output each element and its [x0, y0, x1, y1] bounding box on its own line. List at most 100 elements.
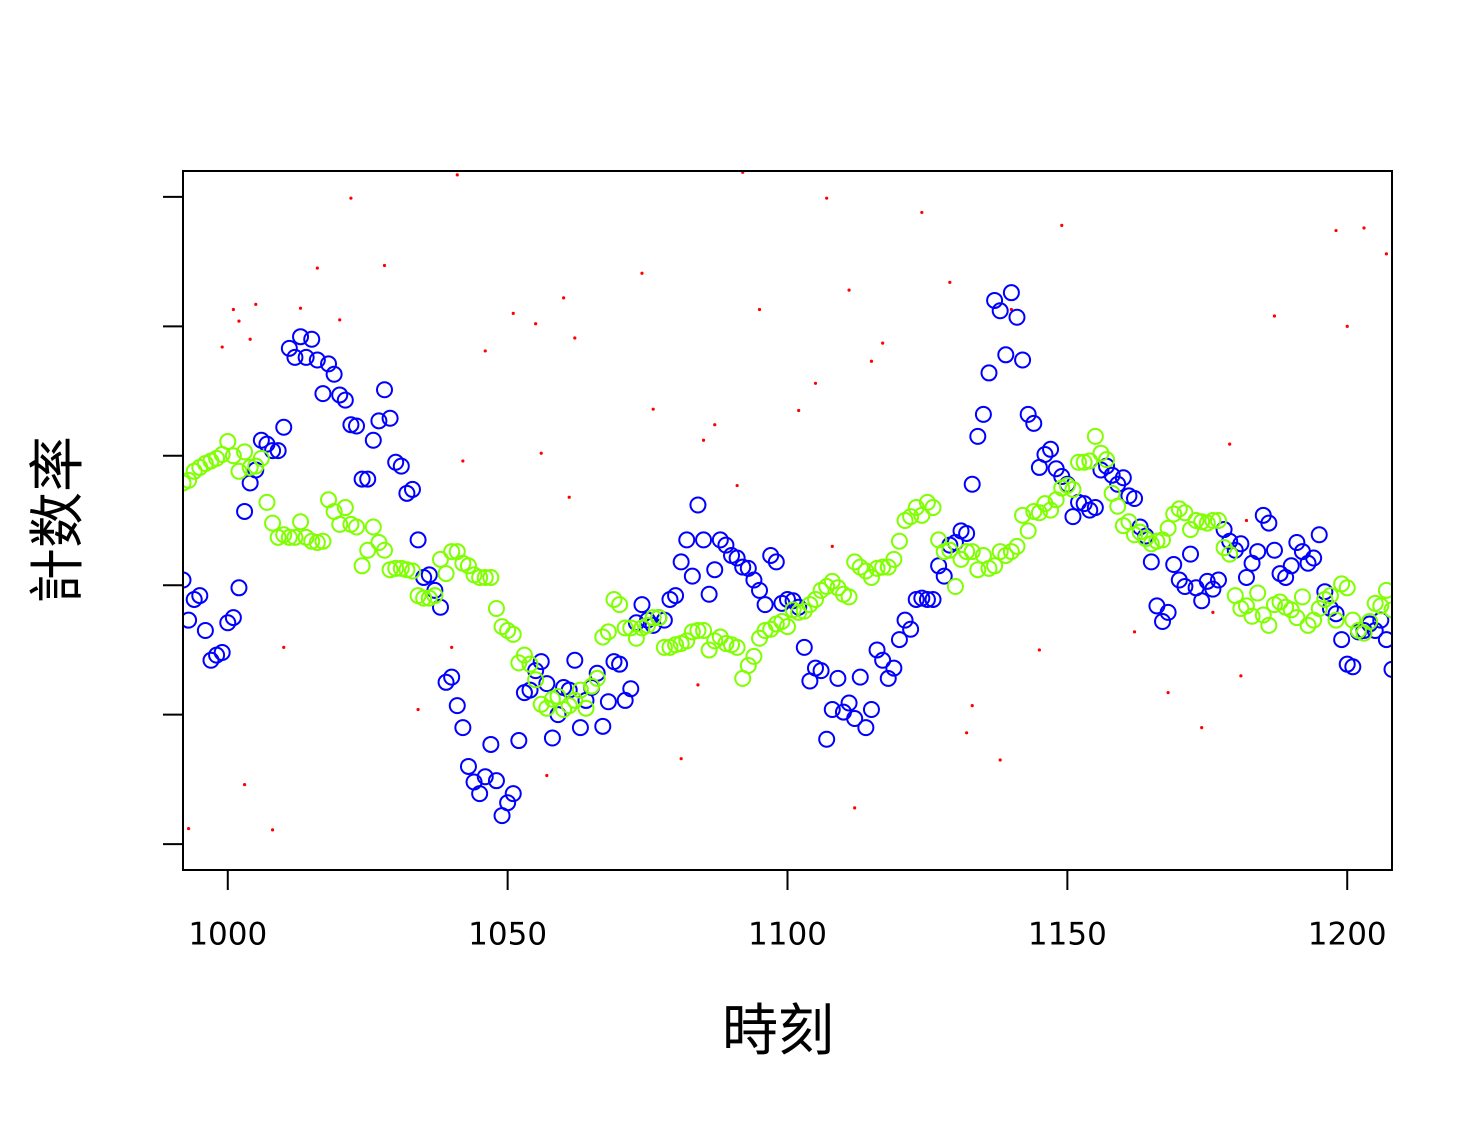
point	[1272, 314, 1277, 318]
point	[1204, 580, 1222, 598]
point	[678, 531, 696, 549]
point	[683, 567, 701, 585]
point	[1383, 660, 1392, 678]
point	[349, 196, 353, 200]
point	[700, 585, 718, 603]
point	[254, 302, 258, 306]
point	[1237, 568, 1255, 586]
point	[567, 495, 571, 499]
point	[757, 307, 762, 312]
point	[364, 431, 382, 449]
point	[483, 349, 487, 353]
point	[416, 707, 420, 712]
point	[1243, 554, 1261, 572]
point	[1228, 442, 1232, 446]
point	[1200, 726, 1204, 730]
point	[545, 773, 549, 778]
point	[588, 669, 606, 687]
point	[292, 328, 310, 346]
point	[1182, 545, 1199, 563]
point	[231, 307, 235, 312]
point	[1086, 499, 1104, 517]
point	[935, 567, 953, 585]
point	[1310, 600, 1328, 618]
point	[1244, 518, 1249, 523]
point	[594, 717, 612, 735]
point	[504, 625, 522, 643]
point	[806, 590, 824, 608]
point	[779, 618, 796, 636]
point	[1338, 579, 1356, 597]
point	[213, 644, 231, 662]
point	[868, 641, 886, 659]
point	[471, 785, 489, 803]
point	[594, 628, 612, 646]
point	[1209, 571, 1227, 589]
point	[521, 655, 539, 673]
point	[965, 731, 969, 735]
point	[1305, 549, 1323, 567]
point	[890, 532, 908, 550]
point	[1377, 631, 1392, 649]
point	[315, 266, 319, 270]
point	[924, 499, 942, 517]
point	[1282, 557, 1300, 575]
point	[918, 493, 936, 511]
point	[269, 442, 287, 460]
x-tick-label: 1050	[468, 917, 547, 953]
point	[280, 528, 298, 546]
point	[443, 668, 461, 686]
point	[998, 758, 1002, 762]
point	[930, 557, 948, 575]
y-axis-title: 計数率	[26, 436, 91, 604]
point	[1037, 648, 1041, 652]
point	[1333, 631, 1351, 649]
point	[1042, 440, 1060, 458]
point	[258, 493, 276, 511]
point	[286, 348, 304, 366]
point	[1299, 616, 1317, 634]
point	[846, 553, 864, 571]
point	[773, 612, 791, 630]
point	[812, 662, 830, 680]
point	[795, 638, 813, 656]
point	[853, 806, 857, 810]
point	[813, 381, 818, 385]
point	[818, 578, 836, 596]
point	[1137, 530, 1155, 548]
x-tick-label: 1150	[1028, 917, 1107, 953]
point	[1114, 469, 1132, 487]
point	[678, 632, 696, 650]
point	[1260, 514, 1278, 532]
point	[482, 735, 500, 753]
point	[605, 590, 623, 608]
point	[521, 681, 539, 699]
point	[455, 173, 459, 177]
point	[248, 337, 252, 341]
point	[571, 719, 589, 737]
point	[314, 385, 332, 403]
point	[1182, 521, 1199, 539]
plot-marks	[183, 171, 1392, 832]
point	[560, 697, 578, 715]
point	[476, 768, 494, 786]
point	[409, 531, 427, 549]
x-axis-title: 時刻	[722, 999, 834, 1064]
point	[303, 330, 321, 348]
point	[840, 694, 858, 712]
point	[376, 381, 393, 399]
point	[450, 645, 454, 649]
point	[739, 656, 757, 674]
point	[767, 553, 785, 571]
point	[599, 623, 617, 641]
point	[728, 638, 746, 656]
point	[476, 568, 494, 586]
point	[353, 557, 371, 575]
point	[230, 462, 248, 480]
point	[1345, 324, 1349, 328]
point	[1176, 578, 1194, 596]
point	[825, 196, 829, 200]
point	[527, 671, 545, 689]
point	[183, 471, 198, 489]
